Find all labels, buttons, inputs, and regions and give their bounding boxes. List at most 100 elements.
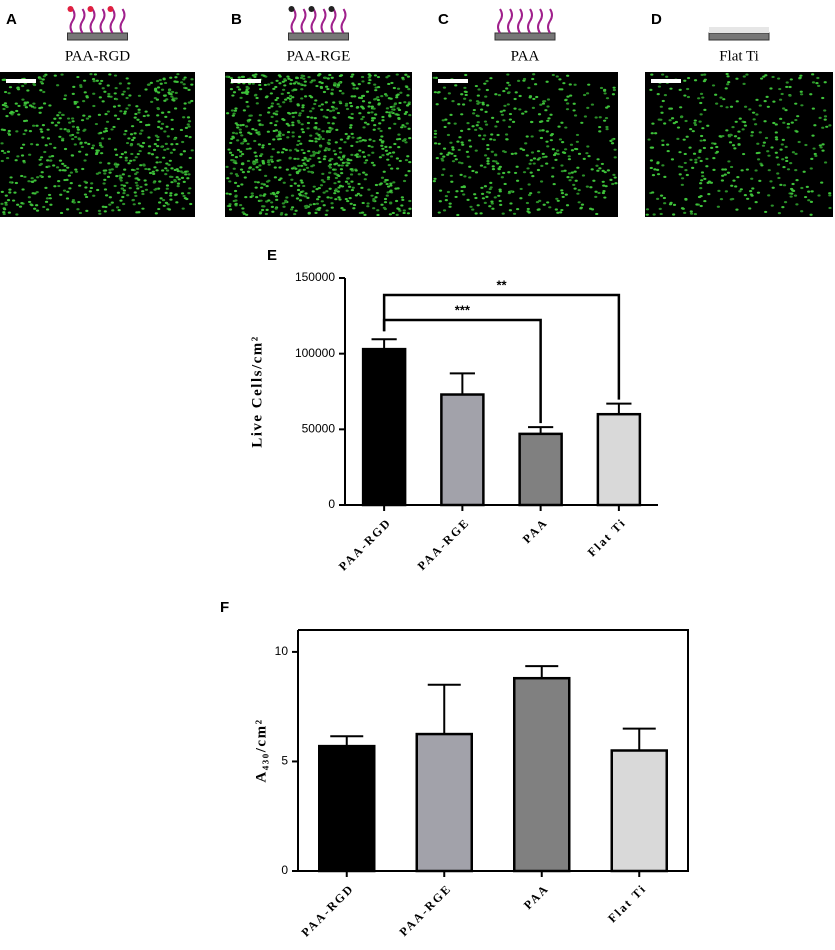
cell: [656, 93, 660, 96]
cell: [229, 88, 234, 91]
cell: [450, 180, 454, 183]
cell: [388, 146, 392, 149]
cell: [80, 145, 84, 149]
cell: [451, 100, 455, 103]
cell: [821, 126, 825, 129]
cell: [672, 213, 676, 216]
cell: [306, 159, 310, 162]
cell: [89, 186, 93, 190]
cell: [559, 211, 563, 214]
cell: [367, 188, 371, 191]
cell: [532, 162, 536, 165]
cell: [128, 94, 132, 97]
cell: [570, 149, 575, 152]
cell: [107, 95, 111, 98]
cell: [253, 139, 257, 143]
cell: [479, 212, 483, 215]
cell: [71, 92, 75, 95]
cell: [390, 167, 394, 170]
cell: [651, 174, 656, 177]
cell: [366, 123, 370, 126]
cell: [79, 84, 83, 87]
x-tick-label: PAA: [520, 515, 551, 546]
cell: [780, 143, 784, 146]
cell: [260, 208, 265, 212]
cell: [163, 130, 167, 133]
cell: [565, 204, 570, 207]
cell: [135, 177, 139, 180]
cell: [118, 177, 122, 180]
cell: [303, 80, 307, 83]
cell: [144, 188, 149, 191]
cell: [510, 152, 514, 155]
cell: [605, 97, 610, 100]
cell: [347, 135, 351, 138]
cell: [270, 160, 274, 163]
cell: [111, 209, 115, 212]
cell: [138, 132, 143, 135]
cell: [772, 121, 776, 125]
cell: [534, 83, 538, 86]
cell: [357, 182, 361, 186]
cell: [663, 122, 667, 125]
cell: [476, 121, 480, 124]
bar: [415, 732, 473, 873]
polymer-brush: [320, 8, 327, 34]
cell: [745, 168, 749, 171]
polymer-brush: [547, 8, 553, 34]
cell: [793, 194, 798, 197]
cell: [672, 203, 677, 207]
cell: [398, 137, 402, 141]
cell: [361, 100, 366, 103]
cell: [351, 186, 355, 189]
cell: [746, 197, 750, 200]
cell: [309, 134, 313, 137]
cell: [265, 185, 269, 188]
cell: [128, 187, 132, 190]
cell: [347, 162, 351, 165]
cell: [586, 106, 590, 110]
cell: [327, 148, 331, 151]
cell: [296, 184, 301, 187]
cell: [161, 111, 165, 114]
cell: [293, 157, 297, 160]
cell: [10, 110, 14, 113]
cell: [28, 153, 32, 156]
cell: [41, 124, 46, 127]
cell: [347, 182, 351, 185]
cell: [598, 116, 602, 119]
cell: [47, 175, 52, 178]
cell: [820, 181, 824, 184]
cell: [401, 139, 405, 142]
cell: [330, 76, 334, 79]
cell: [531, 175, 535, 178]
cell: [113, 148, 118, 151]
cell: [8, 188, 12, 191]
cell: [269, 158, 274, 161]
cell: [171, 98, 175, 101]
cell: [488, 187, 492, 191]
cell: [538, 129, 542, 132]
cell: [23, 175, 27, 178]
cell: [238, 131, 243, 134]
cell: [529, 159, 533, 162]
cell: [240, 142, 244, 145]
cell: [779, 117, 783, 120]
cell: [680, 207, 685, 210]
cell: [175, 80, 179, 83]
cell: [40, 130, 44, 133]
cell: [544, 155, 548, 158]
cell: [133, 132, 137, 135]
cell: [334, 188, 338, 191]
cell: [529, 171, 533, 174]
cell: [590, 103, 595, 106]
cell: [341, 161, 345, 164]
cell: [458, 136, 462, 139]
cell: [246, 142, 250, 145]
cell: [605, 125, 609, 129]
cell: [157, 207, 161, 211]
cell: [694, 158, 698, 161]
cell: [84, 186, 88, 189]
cell: [531, 77, 535, 81]
cell: [47, 193, 52, 197]
